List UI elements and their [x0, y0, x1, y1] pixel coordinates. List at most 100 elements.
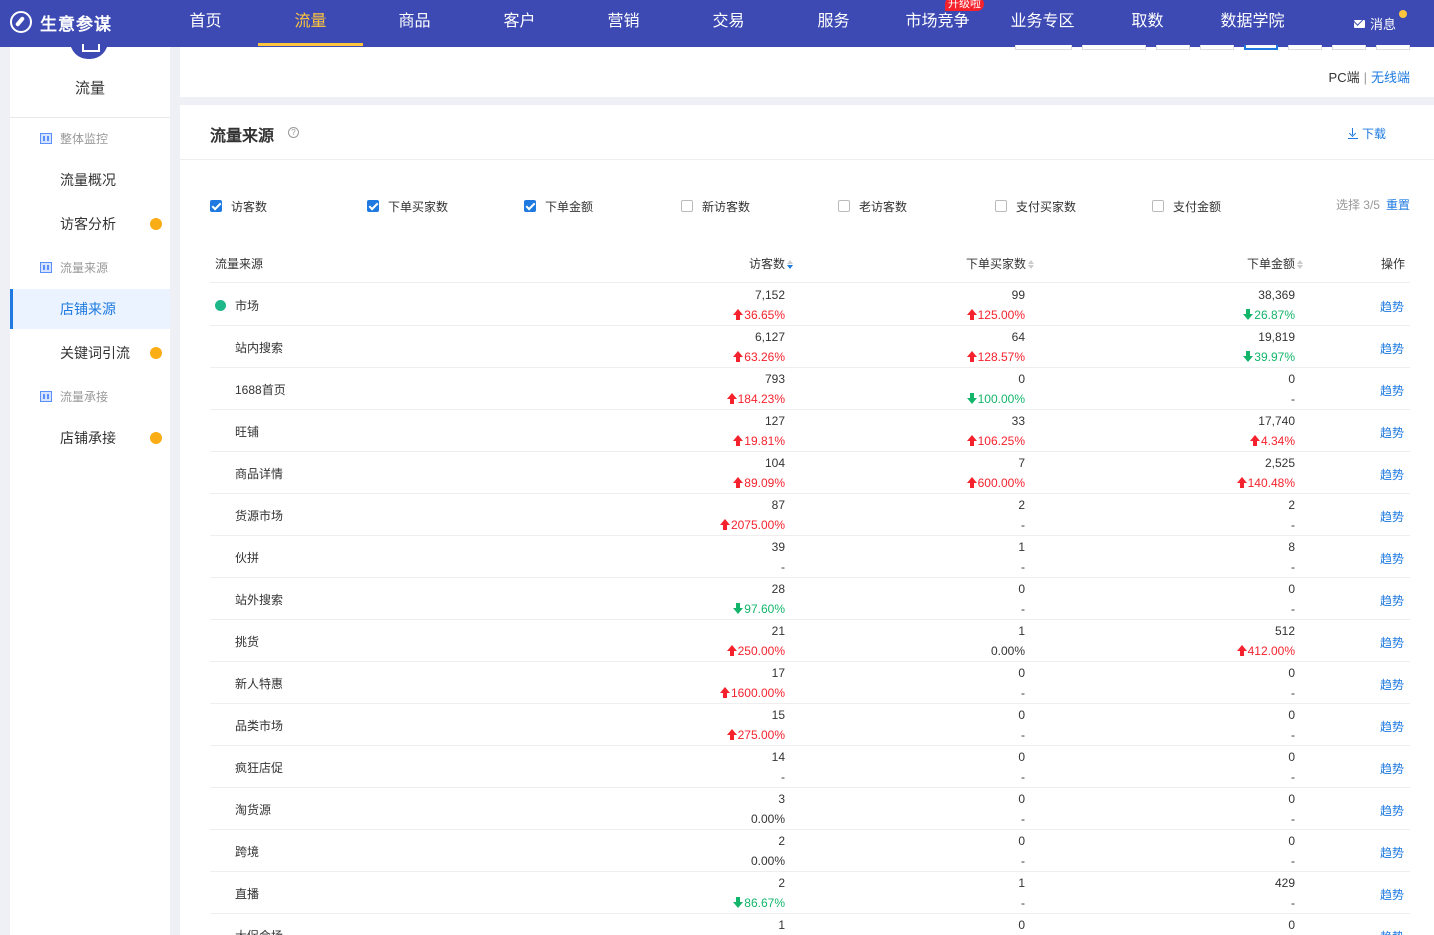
cell-value: 0 [1018, 750, 1025, 764]
trend-link[interactable]: 趋势 [1379, 762, 1404, 776]
nav-customers[interactable]: 客户 [503, 13, 536, 30]
trend-link[interactable]: 趋势 [1380, 928, 1404, 935]
wireless-tab[interactable]: 无线端 [1370, 70, 1410, 85]
trend-link[interactable]: 趋势 [1379, 846, 1404, 860]
cell-value: 104 [764, 456, 785, 470]
date-option[interactable] [1288, 45, 1322, 50]
metric-checkbox-order-amount[interactable]: 下单金额 [524, 199, 593, 214]
nav-business-zone[interactable]: 业务专区 [1010, 13, 1075, 30]
cell-change: 1600.00% [625, 686, 785, 700]
trend-link[interactable]: 趋势 [1379, 636, 1404, 650]
help-icon[interactable]: ? [288, 127, 299, 138]
date-option[interactable] [1332, 45, 1366, 50]
change-value: 63.26% [744, 350, 785, 364]
change-value: 0.00% [990, 644, 1025, 658]
trend-link[interactable]: 趋势 [1379, 552, 1404, 566]
new-dot-icon [150, 347, 162, 359]
header-visitors[interactable]: 访客数 [749, 255, 794, 272]
date-option[interactable] [1200, 45, 1234, 50]
checkbox-unchecked[interactable] [995, 200, 1007, 212]
date-option-selected[interactable] [1244, 45, 1278, 50]
arrow-up-icon [726, 729, 737, 740]
nav-service[interactable]: 服务 [817, 13, 850, 30]
trend-link[interactable]: 趋势 [1379, 720, 1404, 734]
trend-link[interactable]: 趋势 [1379, 342, 1404, 356]
cell-value: 0 [1018, 834, 1025, 848]
cell-value: 0 [1288, 792, 1295, 806]
header-order-amount[interactable]: 下单金额 [1247, 255, 1304, 272]
header-order-buyers-label: 下单买家数 [966, 257, 1027, 271]
trend-link[interactable]: 趋势 [1379, 678, 1404, 692]
source-name: 市场 [235, 299, 260, 313]
change-value: - [781, 770, 785, 784]
checkbox-checked[interactable] [367, 200, 379, 212]
metric-checkbox-old-visitors[interactable]: 老访客数 [838, 199, 907, 214]
pc-tab[interactable]: PC端 [1328, 70, 1360, 85]
sidebar-item-keyword-traffic[interactable]: 关键词引流 [10, 333, 170, 373]
cell-value: 793 [764, 372, 785, 386]
cell-value: 0 [1288, 666, 1295, 680]
cell-value: 21 [771, 624, 785, 638]
cell-change: - [1135, 686, 1295, 700]
checkbox-checked[interactable] [210, 200, 222, 212]
metric-checkbox-pay-buyers[interactable]: 支付买家数 [995, 199, 1076, 214]
messages-button[interactable]: 消息 [1354, 10, 1408, 33]
header-action: 操作 [1381, 257, 1406, 271]
trend-link[interactable]: 趋势 [1379, 510, 1404, 524]
trend-link[interactable]: 趋势 [1379, 594, 1404, 608]
cell-change: - [625, 770, 785, 784]
change-value: - [1291, 560, 1295, 574]
nav-products[interactable]: 商品 [398, 13, 431, 30]
trend-link[interactable]: 趋势 [1379, 300, 1404, 314]
cell-change: 140.48% [1135, 476, 1295, 490]
reset-button[interactable]: 重置 [1385, 198, 1410, 212]
checkbox-unchecked[interactable] [681, 200, 693, 212]
nav-marketing[interactable]: 营销 [607, 13, 640, 30]
trend-link[interactable]: 趋势 [1379, 384, 1404, 398]
sidebar-group-label: 整体监控 [60, 131, 109, 146]
sidebar: 流量 整体监控 流量概况 访客分析 流量来源 店铺来源 关键词引流 流量承接 店… [10, 41, 170, 935]
sidebar-item-traffic-overview[interactable]: 流量概况 [60, 172, 116, 188]
download-button[interactable]: 下载 [1347, 125, 1386, 142]
nav-trade[interactable]: 交易 [712, 13, 745, 30]
cell-value: 2,525 [1264, 456, 1295, 470]
cell-change: 412.00% [1135, 644, 1295, 658]
checkbox-checked[interactable] [524, 200, 536, 212]
sort-icon [787, 259, 794, 270]
source-name: 淘货源 [235, 803, 272, 817]
cell-change: 125.00% [865, 308, 1025, 322]
cell-value: 2 [778, 876, 785, 890]
date-option[interactable] [1156, 45, 1190, 50]
trend-link[interactable]: 趋势 [1379, 888, 1404, 902]
date-option[interactable] [1082, 45, 1146, 50]
messages-label: 消息 [1370, 17, 1397, 32]
sidebar-item-visitor-analysis[interactable]: 访客分析 [10, 204, 170, 244]
sidebar-item-shop-landing[interactable]: 店铺承接 [10, 418, 170, 458]
table-row: 跨境 2 0.00% 0 - 0 - 趋势 [210, 830, 1410, 872]
metric-checkbox-new-visitors[interactable]: 新访客数 [681, 199, 750, 214]
nav-data-fetch[interactable]: 取数 [1131, 13, 1164, 30]
change-value: 97.60% [744, 602, 785, 616]
nav-traffic[interactable]: 流量 [258, 0, 363, 47]
checkbox-unchecked[interactable] [838, 200, 850, 212]
app-logo[interactable]: 生意参谋 [10, 10, 112, 34]
trend-link[interactable]: 趋势 [1379, 804, 1404, 818]
change-value: 36.65% [744, 308, 785, 322]
arrow-up-icon [733, 309, 744, 320]
cell-value: 1 [1018, 624, 1025, 638]
cell-value: 33 [1011, 414, 1025, 428]
sidebar-item-shop-source[interactable]: 店铺来源 [10, 289, 170, 329]
expand-dot-icon[interactable] [215, 300, 226, 311]
nav-data-academy[interactable]: 数据学院 [1220, 13, 1285, 30]
date-option[interactable] [1015, 45, 1072, 50]
metric-checkbox-order-buyers[interactable]: 下单买家数 [367, 199, 448, 214]
trend-link[interactable]: 趋势 [1379, 426, 1404, 440]
metric-checkbox-visitors[interactable]: 访客数 [210, 199, 267, 214]
date-option[interactable] [1376, 45, 1410, 50]
nav-market-competition[interactable]: 市场竞争 升级啦 [885, 0, 990, 47]
checkbox-unchecked[interactable] [1152, 200, 1164, 212]
nav-home[interactable]: 首页 [189, 13, 222, 30]
header-order-buyers[interactable]: 下单买家数 [966, 255, 1035, 272]
metric-checkbox-pay-amount[interactable]: 支付金额 [1152, 199, 1221, 214]
trend-link[interactable]: 趋势 [1379, 468, 1404, 482]
